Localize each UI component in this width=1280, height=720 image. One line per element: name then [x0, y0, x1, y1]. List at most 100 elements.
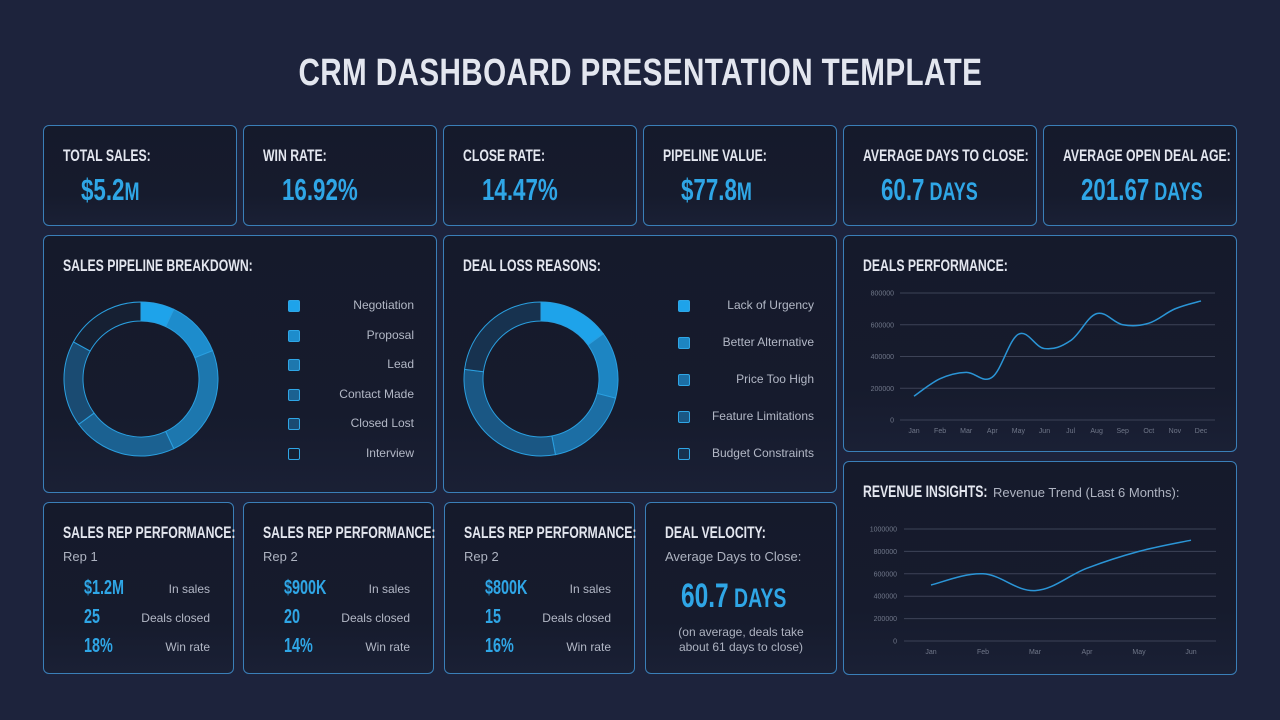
sales-rep-card-2: SALES REP PERFORMANCE: Rep 2 $900K In sal… [243, 502, 436, 674]
legend-item: Interview [288, 446, 414, 461]
donut-slice-contact-made [78, 412, 175, 457]
sales-rep-card-3: SALES REP PERFORMANCE: Rep 2 $800K In sal… [444, 502, 637, 674]
legend-swatch [678, 337, 690, 349]
legend-item: Closed Lost [288, 416, 414, 431]
donut-slice-interview [72, 301, 142, 352]
y-tick-label: 200000 [874, 616, 897, 623]
velocity-note: (on average, deals take about 61 days to… [646, 625, 836, 655]
legend-label: Price Too High [736, 372, 814, 386]
rep-stat-label: In sales [569, 582, 611, 596]
loss-donut-chart [463, 301, 619, 457]
legend-label: Contact Made [339, 387, 414, 401]
page-title-text: CRM DASHBOARD PRESENTATION TEMPLATE [298, 52, 982, 94]
deal-loss-card: DEAL LOSS REASONS: Lack of Urgency Bette… [443, 235, 837, 493]
x-tick-label: Feb [977, 649, 989, 656]
y-tick-label: 0 [890, 418, 894, 425]
legend-swatch [288, 330, 300, 342]
y-tick-label: 600000 [874, 571, 897, 578]
x-tick-label: Oct [1143, 428, 1154, 435]
kpi-value: 14.47% [482, 172, 558, 208]
kpi-label: WIN RATE: [263, 146, 327, 165]
legend-label: Lack of Urgency [727, 298, 814, 312]
rep-stat-value: 25 [84, 606, 101, 628]
legend-swatch [288, 359, 300, 371]
series-line-revenue [930, 539, 1192, 592]
kpi-number: $5.2 [81, 172, 125, 207]
kpi-label: AVERAGE OPEN DEAL AGE: [1063, 146, 1231, 165]
rep-stat-label: Win rate [165, 640, 210, 654]
section-title: DEAL VELOCITY: [665, 523, 766, 542]
legend-swatch [678, 374, 690, 386]
rep-stat-row: $800K In sales [445, 577, 634, 601]
legend-swatch [288, 389, 300, 401]
rep-stat-value: 16% [485, 635, 514, 657]
kpi-unit: M [124, 178, 140, 206]
legend-item: Price Too High [678, 372, 814, 387]
rep-stat-label: Win rate [365, 640, 410, 654]
rep-stat-row: 16% Win rate [445, 635, 634, 659]
donut-slice-proposal [165, 308, 214, 359]
legend-swatch [678, 411, 690, 423]
x-tick-label: Mar [1029, 649, 1042, 656]
kpi-value: $77.8M [681, 172, 752, 208]
kpi-unit: DAYS [1149, 178, 1203, 206]
legend-label: Budget Constraints [711, 446, 814, 460]
kpi-number: $77.8 [681, 172, 737, 207]
loss-legend: Lack of Urgency Better Alternative Price… [678, 298, 814, 461]
section-title: SALES REP PERFORMANCE: [464, 523, 637, 542]
legend-item: Proposal [288, 328, 414, 343]
kpi-number: 60.7 [881, 172, 925, 207]
kpi-card-total-sales: TOTAL SALES: $5.2M [43, 125, 237, 226]
y-tick-label: 400000 [871, 354, 894, 361]
velocity-subtitle: Average Days to Close: [665, 549, 802, 564]
revenue-trend-line-chart: 0 200000 400000 600000 800000 1000000 Jan Feb Ma… [870, 527, 1216, 656]
y-tick-label: 200000 [871, 386, 894, 393]
legend-item: Budget Constraints [678, 446, 814, 461]
kpi-label: CLOSE RATE: [463, 146, 546, 165]
rep-stat-value: 18% [84, 635, 113, 657]
kpi-card-close-rate: CLOSE RATE: 14.47% [443, 125, 637, 226]
rep-stat-row: 15 Deals closed [445, 606, 634, 630]
x-tick-label: Jan [925, 649, 936, 656]
x-tick-label: May [1132, 649, 1146, 656]
section-title: SALES REP PERFORMANCE: [63, 523, 236, 542]
rep-stat-value: 20 [284, 606, 301, 628]
legend-label: Closed Lost [350, 416, 414, 430]
section-title: SALES REP PERFORMANCE: [263, 523, 436, 542]
kpi-value: 201.67 DAYS [1081, 172, 1203, 208]
legend-item: Feature Limitations [678, 409, 814, 424]
rep-stat-row: 18% Win rate [44, 635, 233, 659]
rep-stat-label: In sales [168, 582, 210, 596]
legend-label: Negotiation [353, 298, 414, 312]
rep-stat-label: Deals closed [341, 611, 410, 625]
deals-performance-line-chart: 0 200000 400000 600000 800000 Jan Feb Mar Apr May… [871, 291, 1215, 435]
rep-stat-value: $1.2M [84, 577, 125, 599]
kpi-label: AVERAGE DAYS TO CLOSE: [863, 146, 1029, 165]
y-tick-label: 800000 [871, 291, 894, 298]
kpi-number: 14.47% [482, 172, 558, 207]
sales-rep-card-1: SALES REP PERFORMANCE: Rep 1 $1.2M In sal… [43, 502, 236, 674]
kpi-value: $5.2M [81, 172, 139, 208]
kpi-label: PIPELINE VALUE: [663, 146, 767, 165]
x-tick-label: Mar [960, 428, 973, 435]
kpi-label: TOTAL SALES: [63, 146, 151, 165]
rep-stat-row: $900K In sales [244, 577, 433, 601]
section-title: DEALS PERFORMANCE: [863, 256, 1008, 275]
velocity-unit: DAYS [728, 583, 787, 613]
donut-slice-price-too-high [551, 392, 617, 456]
kpi-card-avg-open-deal-age: AVERAGE OPEN DEAL AGE: 201.67 DAYS [1043, 125, 1237, 226]
legend-label: Proposal [366, 328, 414, 342]
y-tick-label: 1000000 [870, 527, 897, 534]
legend-item: Better Alternative [678, 335, 814, 350]
y-tick-label: 600000 [871, 322, 894, 329]
kpi-unit: M [736, 178, 752, 206]
x-tick-label: Jun [1185, 649, 1196, 656]
x-tick-label: Sep [1116, 428, 1129, 435]
y-tick-label: 400000 [874, 594, 897, 601]
legend-swatch [678, 448, 690, 460]
y-tick-label: 800000 [874, 549, 897, 556]
kpi-card-win-rate: WIN RATE: 16.92% [243, 125, 437, 226]
rep-stat-label: Deals closed [542, 611, 611, 625]
x-tick-label: Jan [908, 428, 919, 435]
x-tick-label: Dec [1195, 428, 1208, 435]
